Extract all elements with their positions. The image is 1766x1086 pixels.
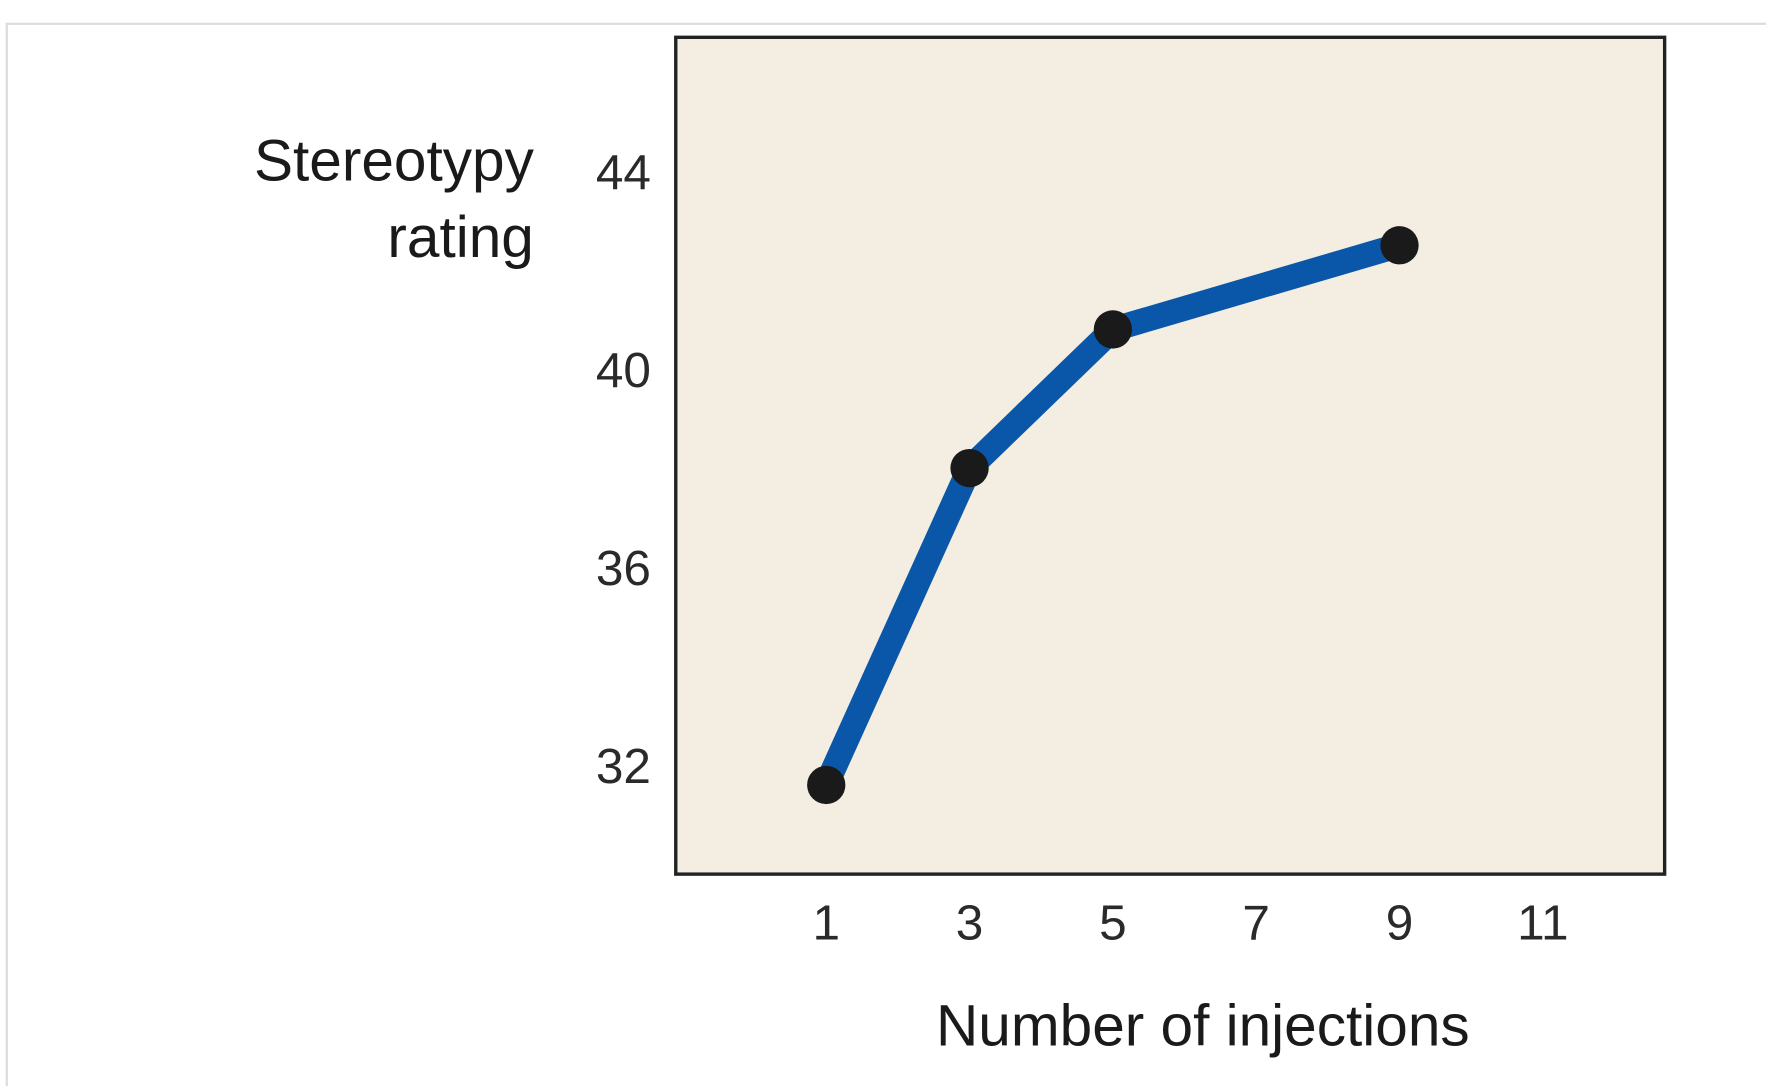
y-tick-label: 36 (596, 540, 651, 596)
x-tick-label: 7 (1242, 894, 1270, 950)
series-line (814, 233, 1403, 791)
x-tick-label: 5 (1099, 894, 1127, 950)
y-tick-label: 32 (596, 738, 651, 794)
y-tick-label: 40 (596, 342, 651, 398)
y-axis-label-line1: Stereotypy (254, 128, 535, 193)
data-point (950, 448, 989, 488)
data-point (807, 765, 846, 805)
data-point (1380, 226, 1419, 265)
x-tick-label: 3 (956, 894, 984, 950)
x-tick-label: 9 (1386, 894, 1414, 950)
x-tick-label: 11 (1517, 894, 1568, 950)
x-tick-label: 1 (812, 894, 840, 950)
x-axis-label: Number of injections (936, 993, 1470, 1058)
plot-area (674, 35, 1667, 876)
y-tick-label: 44 (596, 144, 651, 200)
data-point (1093, 310, 1133, 349)
y-axis-label-line2: rating (387, 205, 533, 270)
